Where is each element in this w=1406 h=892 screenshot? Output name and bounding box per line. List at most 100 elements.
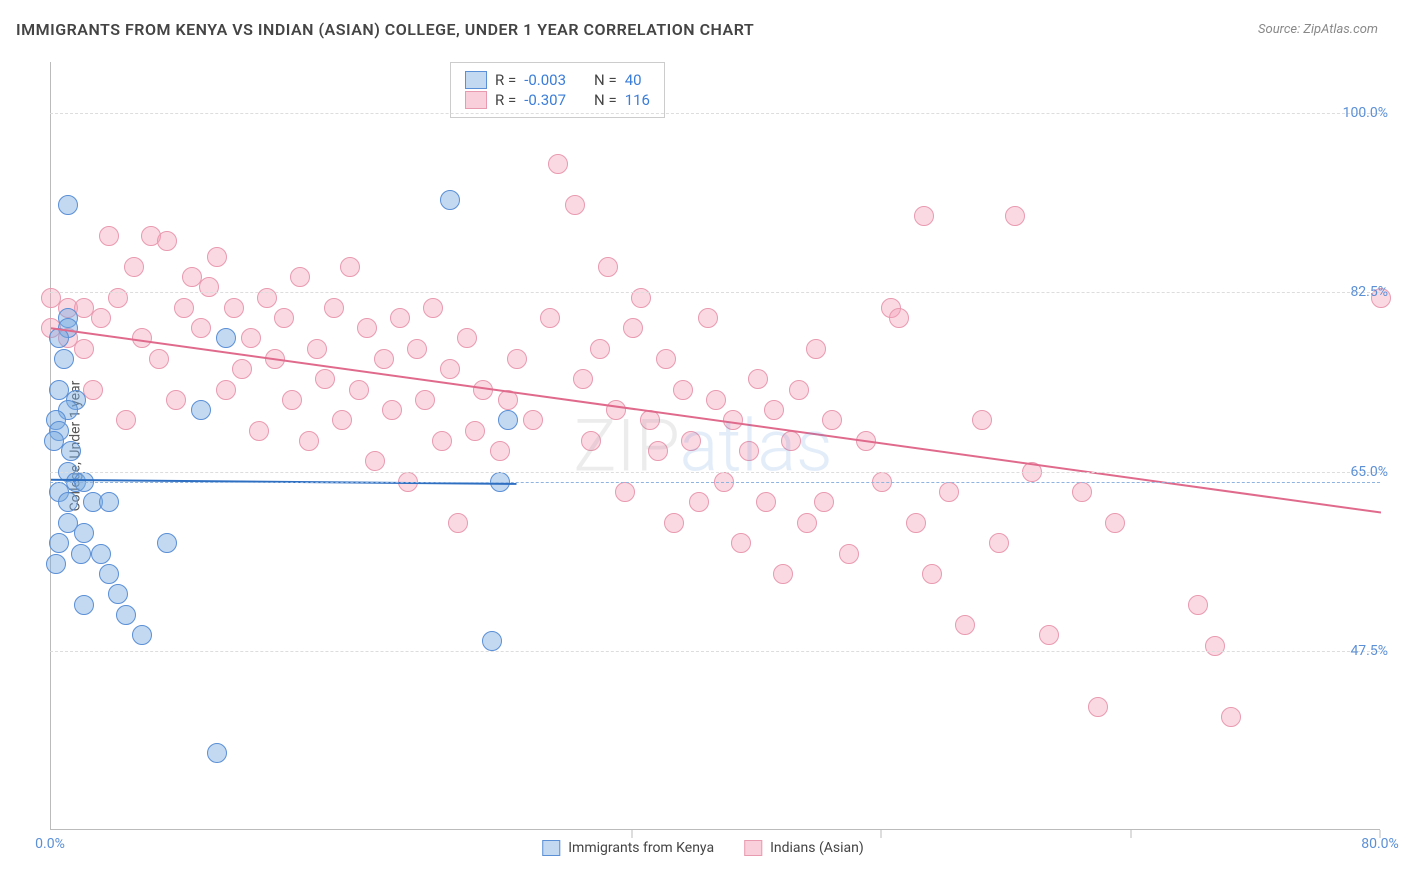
data-point — [132, 625, 152, 645]
data-point — [814, 492, 834, 512]
data-point — [157, 533, 177, 553]
data-point — [74, 595, 94, 615]
data-point — [91, 308, 111, 328]
reference-line — [50, 482, 1380, 483]
data-point — [216, 328, 236, 348]
legend-stats: R = -0.003 N = 40 R = -0.307 N = 116 — [450, 62, 665, 118]
data-point — [58, 492, 78, 512]
data-point — [423, 298, 443, 318]
data-point — [1072, 482, 1092, 502]
data-point — [623, 318, 643, 338]
data-point — [739, 441, 759, 461]
data-point — [274, 308, 294, 328]
gridline — [50, 113, 1380, 114]
data-point — [432, 431, 452, 451]
data-point — [748, 369, 768, 389]
data-point — [116, 605, 136, 625]
data-point — [216, 380, 236, 400]
data-point — [1188, 595, 1208, 615]
r-label: R = — [495, 71, 516, 89]
legend-swatch — [542, 840, 560, 856]
chart-title: IMMIGRANTS FROM KENYA VS INDIAN (ASIAN) … — [16, 20, 754, 39]
data-point — [698, 308, 718, 328]
n-value: 40 — [625, 71, 642, 89]
data-point — [565, 195, 585, 215]
legend-swatch — [465, 71, 487, 89]
r-value: -0.307 — [524, 91, 566, 109]
data-point — [673, 380, 693, 400]
data-point — [1221, 707, 1241, 727]
data-point — [99, 492, 119, 512]
gridline — [50, 472, 1380, 473]
data-point — [548, 154, 568, 174]
x-tick-mark — [631, 830, 632, 838]
data-point — [46, 554, 66, 574]
data-point — [806, 339, 826, 359]
data-point — [498, 410, 518, 430]
data-point — [764, 400, 784, 420]
data-point — [631, 288, 651, 308]
data-point — [1105, 513, 1125, 533]
data-point — [58, 195, 78, 215]
data-point — [939, 482, 959, 502]
data-point — [191, 318, 211, 338]
legend-series: Immigrants from KenyaIndians (Asian) — [542, 840, 864, 856]
data-point — [598, 257, 618, 277]
legend-series-item: Indians (Asian) — [744, 840, 864, 856]
data-point — [174, 298, 194, 318]
data-point — [889, 308, 909, 328]
data-point — [71, 544, 91, 564]
data-point — [249, 421, 269, 441]
data-point — [415, 390, 435, 410]
data-point — [1039, 625, 1059, 645]
data-point — [906, 513, 926, 533]
data-point — [490, 441, 510, 461]
data-point — [1005, 206, 1025, 226]
data-point — [149, 349, 169, 369]
plot-area — [50, 62, 1380, 830]
n-label: N = — [594, 71, 617, 89]
data-point — [656, 349, 676, 369]
r-value: -0.003 — [524, 71, 566, 89]
data-point — [166, 390, 186, 410]
y-tick-label: 100.0% — [1343, 105, 1388, 121]
legend-swatch — [465, 91, 487, 109]
data-point — [49, 328, 69, 348]
data-point — [972, 410, 992, 430]
data-point — [116, 410, 136, 430]
data-point — [640, 410, 660, 430]
data-point — [49, 533, 69, 553]
legend-label: Indians (Asian) — [770, 840, 864, 856]
legend-stat-row: R = -0.307 N = 116 — [465, 91, 650, 109]
data-point — [606, 400, 626, 420]
data-point — [191, 400, 211, 420]
trend-line — [51, 62, 1381, 830]
data-point — [365, 451, 385, 471]
chart-container: IMMIGRANTS FROM KENYA VS INDIAN (ASIAN) … — [0, 0, 1406, 892]
data-point — [648, 441, 668, 461]
data-point — [324, 298, 344, 318]
data-point — [207, 743, 227, 763]
data-point — [540, 308, 560, 328]
data-point — [706, 390, 726, 410]
data-point — [74, 523, 94, 543]
data-point — [265, 349, 285, 369]
n-label: N = — [594, 91, 617, 109]
data-point — [689, 492, 709, 512]
data-point — [989, 533, 1009, 553]
data-point — [374, 349, 394, 369]
data-point — [390, 308, 410, 328]
data-point — [581, 431, 601, 451]
data-point — [332, 410, 352, 430]
r-label: R = — [495, 91, 516, 109]
data-point — [349, 380, 369, 400]
data-point — [789, 380, 809, 400]
data-point — [290, 267, 310, 287]
data-point — [573, 369, 593, 389]
data-point — [914, 206, 934, 226]
n-value: 116 — [625, 91, 650, 109]
x-tick-label: 80.0% — [1361, 836, 1399, 852]
data-point — [723, 410, 743, 430]
data-point — [664, 513, 684, 533]
data-point — [61, 441, 81, 461]
